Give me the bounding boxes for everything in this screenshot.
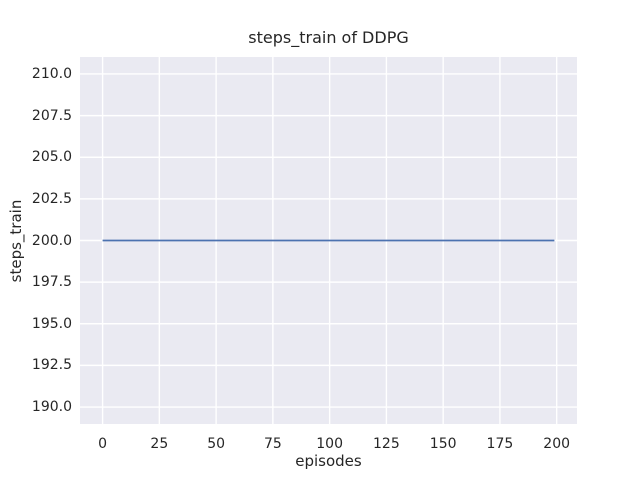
x-tick-label: 200 [543, 436, 571, 452]
y-tick-label: 202.5 [31, 190, 72, 207]
y-tick-label: 195.0 [31, 315, 72, 332]
y-tick-label: 207.5 [31, 107, 72, 124]
x-tick-label: 100 [316, 436, 343, 452]
x-tick-label: 150 [429, 436, 457, 452]
y-tick-label: 197.5 [31, 274, 72, 291]
y-tick-label: 205.0 [31, 149, 72, 166]
chart-title: steps_train of DDPG [248, 28, 409, 47]
plot-area [80, 57, 577, 424]
y-tick-label: 200.0 [31, 232, 72, 249]
x-tick-label: 0 [98, 436, 108, 452]
y-tick-label: 190.0 [31, 399, 72, 415]
y-tick-label: 192.5 [31, 357, 72, 374]
x-tick-label: 75 [263, 436, 282, 452]
x-tick-label: 50 [207, 436, 226, 452]
x-tick-label: 25 [150, 436, 169, 452]
plot-canvas [80, 57, 577, 424]
x-tick-label: 125 [373, 436, 400, 452]
x-tick-label: 175 [486, 436, 514, 452]
y-tick-label: 210.0 [31, 65, 72, 82]
x-axis-label: episodes [295, 452, 362, 470]
